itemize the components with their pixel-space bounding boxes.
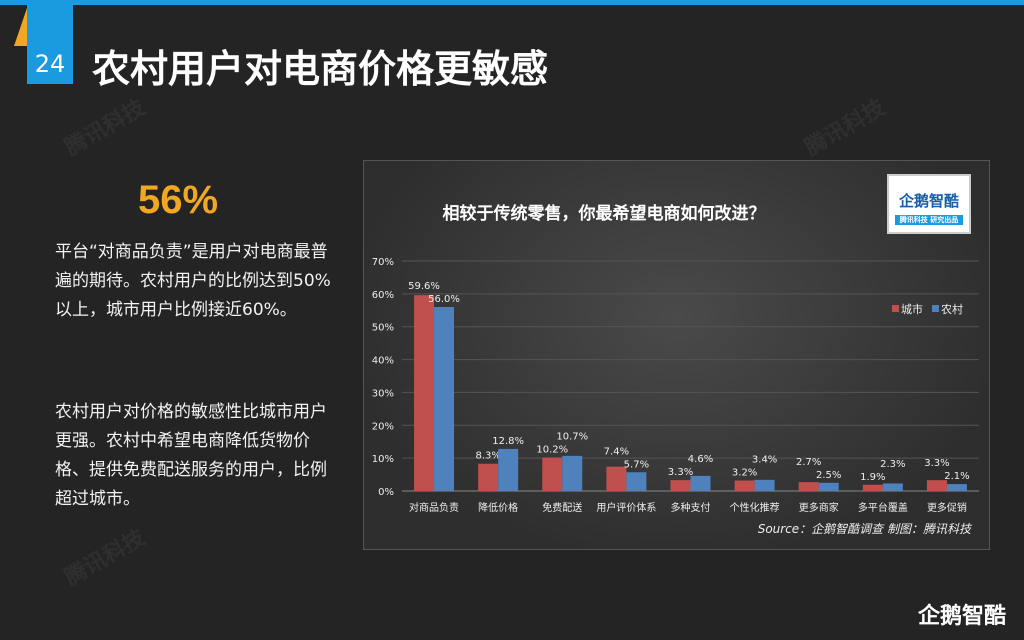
bar-城市	[606, 466, 627, 491]
data-label: 5.7%	[624, 459, 649, 470]
data-label: 1.9%	[860, 472, 885, 483]
data-label: 7.4%	[604, 446, 629, 457]
logo: 企鹅智酷 腾讯科技 研究出品	[887, 174, 971, 234]
y-tick-label: 20%	[372, 421, 394, 432]
bar-农村	[562, 455, 583, 491]
x-tick-label: 多种支付	[671, 501, 711, 514]
data-label: 3.2%	[732, 467, 757, 478]
data-label: 4.6%	[688, 454, 713, 465]
y-tick-label: 30%	[372, 388, 394, 399]
bar-城市	[478, 463, 499, 491]
data-label: 12.8%	[492, 436, 524, 447]
accent-triangle	[14, 8, 27, 46]
paragraph-1: 平台“对商品负责”是用户对电商最普遍的期待。农村用户的比例达到50%以上，城市用…	[55, 242, 331, 320]
bar-城市	[542, 457, 563, 491]
legend-swatch	[932, 305, 939, 312]
bar-chart: 0% 10% 20% 30% 40% 50% 60% 70% 59.6% 56.0% 对商品负责 8.…	[372, 257, 979, 514]
watermark: 腾讯科技	[60, 525, 150, 591]
y-tick-label: 0%	[378, 487, 394, 498]
bar-农村	[818, 482, 839, 491]
data-label: 10.2%	[536, 444, 568, 455]
x-tick-label: 个性化推荐	[730, 501, 780, 514]
data-label: 2.7%	[796, 457, 821, 468]
bar-城市	[734, 480, 755, 491]
bar-城市	[926, 480, 947, 491]
bar-农村	[626, 472, 647, 491]
bar-农村	[434, 307, 455, 491]
chart-panel: 相较于传统零售，你最希望电商如何改进？ 企鹅智酷 腾讯科技 研究出品 0% 10% 2…	[363, 160, 990, 550]
x-tick-label: 更多促销	[927, 501, 967, 514]
data-label: 2.1%	[944, 471, 969, 482]
x-tick-label: 多平台覆盖	[858, 501, 908, 514]
slide-number: 24	[27, 0, 73, 84]
bar-城市	[862, 484, 883, 491]
y-tick-label: 70%	[372, 257, 394, 268]
data-label: 10.7%	[556, 431, 588, 442]
legend-label: 城市	[901, 302, 923, 316]
data-label: 3.4%	[752, 454, 777, 465]
legend-label: 农村	[941, 302, 963, 316]
data-label: 3.3%	[924, 458, 949, 469]
bar-农村	[754, 479, 775, 491]
top-accent-bar	[0, 0, 1024, 5]
y-tick-label: 10%	[372, 454, 394, 465]
paragraph-2: 农村用户对价格的敏感性比城市用户更强。农村中希望电商降低货物价格、提供免费配送服…	[55, 402, 327, 509]
chart-title: 相较于传统零售，你最希望电商如何改进？	[442, 204, 766, 224]
x-tick-label: 更多商家	[799, 501, 839, 514]
data-label: 59.6%	[408, 281, 440, 292]
data-label: 3.3%	[668, 467, 693, 478]
y-tick-label: 50%	[372, 323, 394, 334]
data-label: 2.3%	[880, 459, 905, 470]
page-title: 农村用户对电商价格更敏感	[92, 47, 549, 91]
bar-农村	[946, 484, 967, 491]
watermark: 腾讯科技	[60, 95, 150, 161]
legend-swatch	[892, 305, 899, 312]
data-label: 8.3%	[475, 451, 500, 462]
bar-农村	[882, 483, 903, 491]
x-tick-label: 免费配送	[542, 501, 582, 514]
chart-source: Source：企鹅智酷调查 制图：腾讯科技	[757, 522, 971, 536]
y-tick-label: 60%	[372, 290, 394, 301]
data-label: 56.0%	[428, 294, 460, 305]
bar-城市	[670, 480, 691, 491]
x-tick-label: 降低价格	[478, 501, 518, 514]
bar-农村	[498, 448, 519, 491]
brand-logo: 企鹅智酷	[917, 604, 1006, 629]
y-tick-label: 40%	[372, 356, 394, 367]
bar-城市	[414, 295, 435, 491]
bar-城市	[798, 482, 819, 491]
data-label: 2.5%	[816, 470, 841, 481]
x-tick-label: 用户评价体系	[596, 501, 656, 514]
x-tick-label: 对商品负责	[409, 501, 459, 514]
watermark: 腾讯科技	[800, 95, 890, 161]
bar-农村	[690, 475, 711, 491]
highlight-stat: 56%	[138, 178, 219, 222]
